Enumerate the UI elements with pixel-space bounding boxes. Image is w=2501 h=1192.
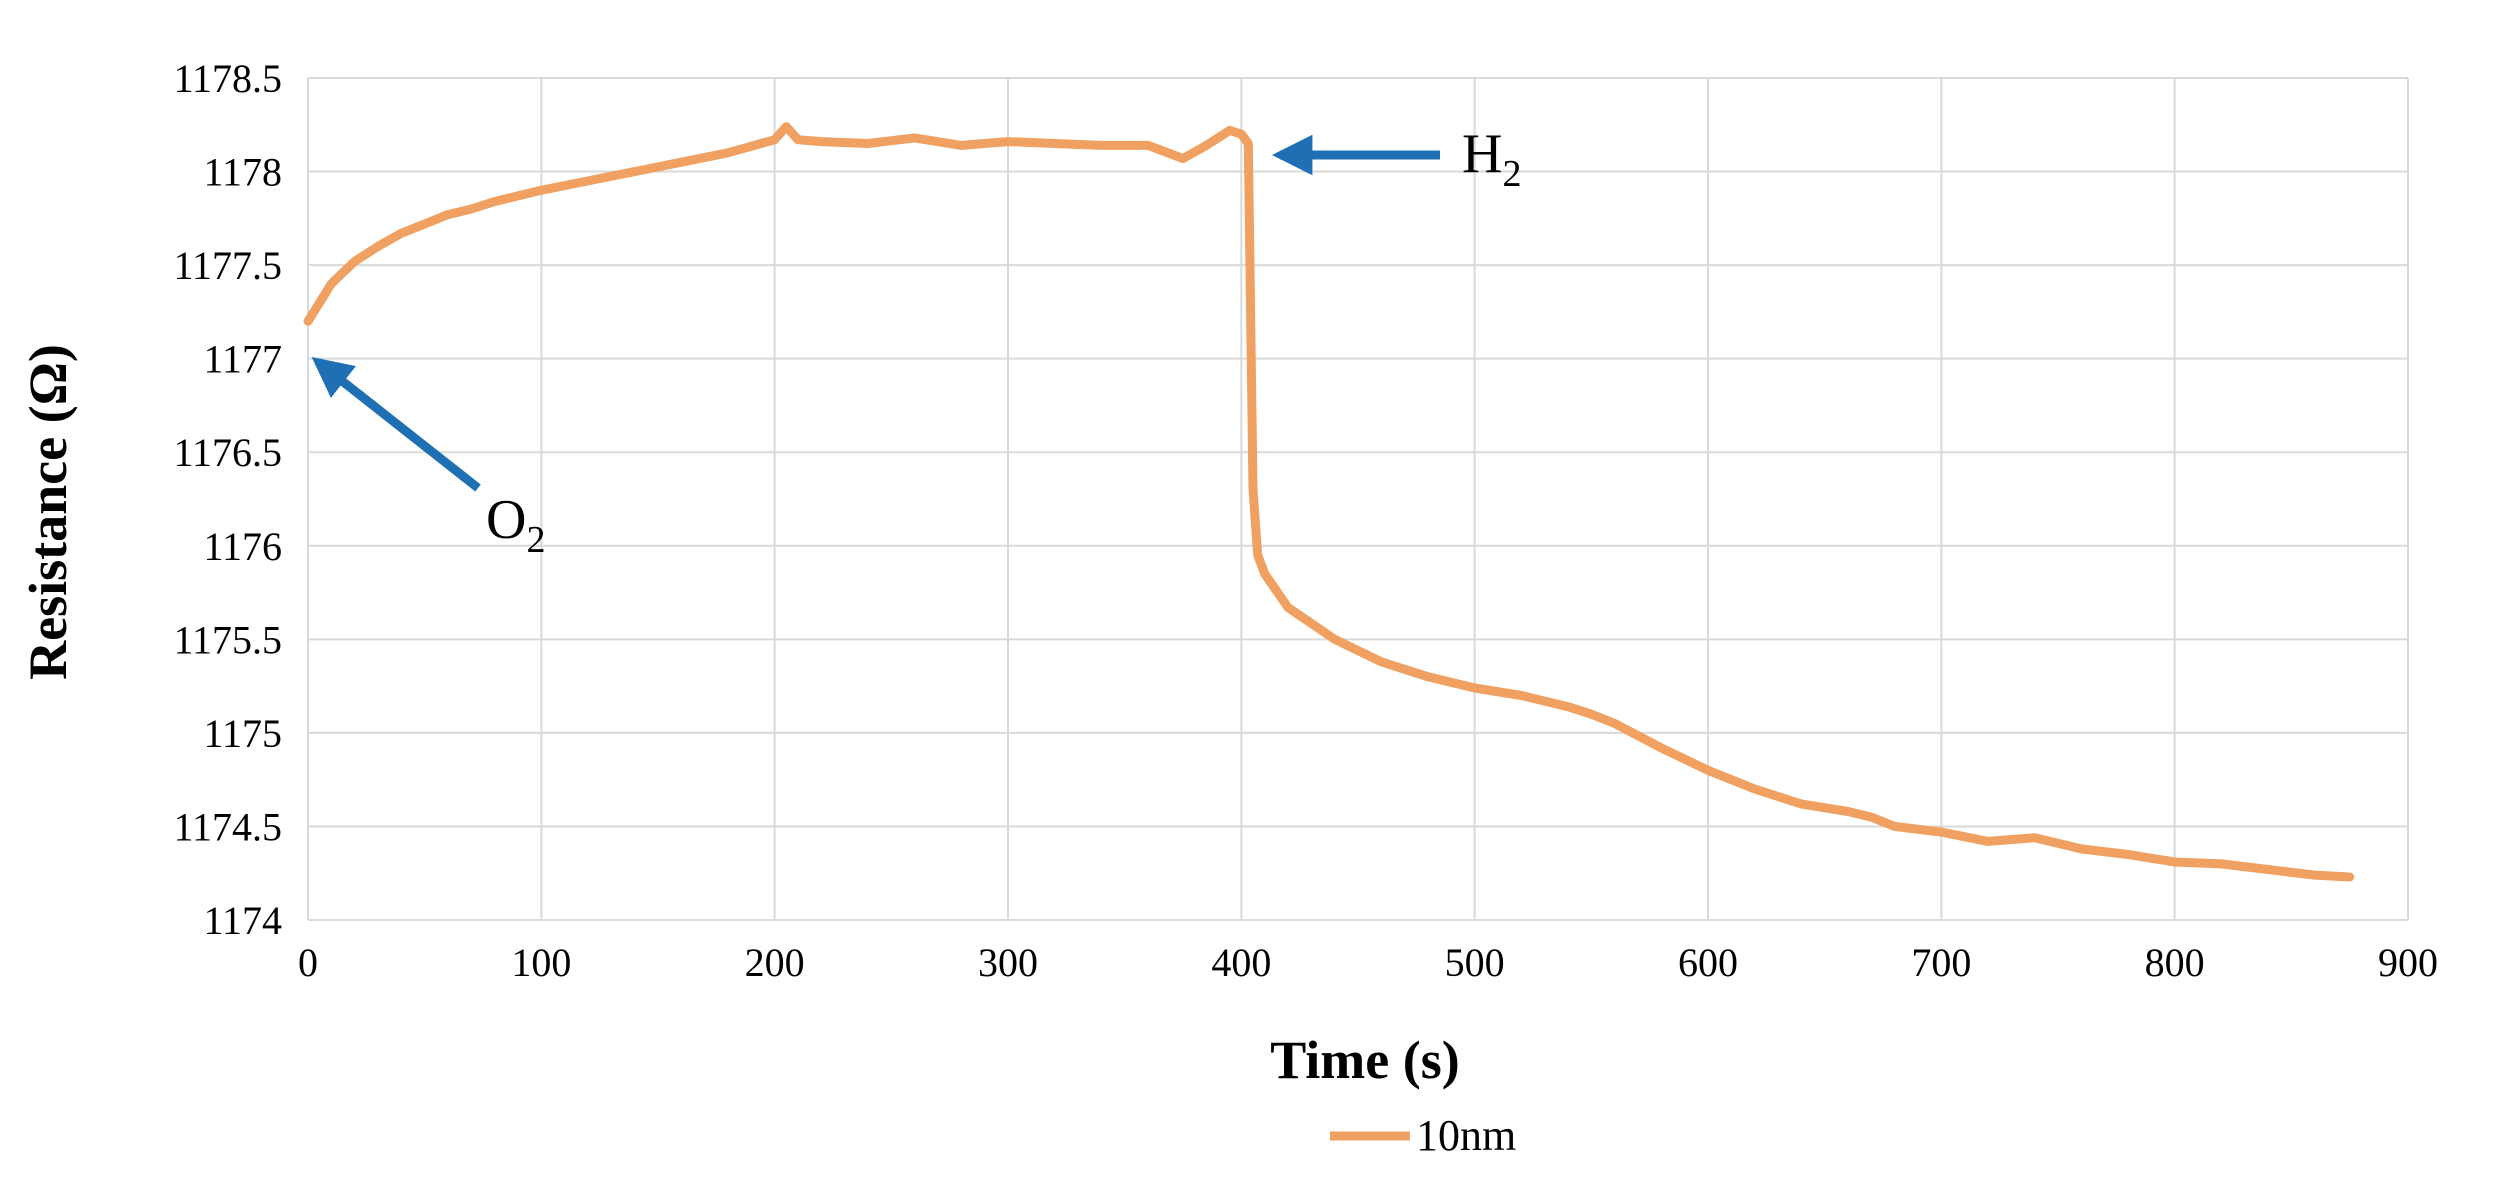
y-tick-label: 1177 [203,337,282,382]
y-tick-label: 1178 [203,150,282,195]
x-tick-label: 600 [1678,940,1738,985]
o2-label: O2 [486,489,545,561]
legend-label: 10nm [1416,1111,1516,1160]
x-tick-label: 800 [2145,940,2205,985]
series-line-0 [303,122,2355,882]
x-tick-label: 200 [745,940,805,985]
x-tick-label: 100 [511,940,571,985]
legend: 10nm [1330,1111,1516,1160]
y-tick-label: 1177.5 [173,243,282,288]
series-group [303,122,2355,882]
x-axis-title: Time (s) [1270,1030,1459,1090]
x-tick-label: 500 [1445,940,1505,985]
y-tick-labels: 1174 1174.5 1175 1175.5 1176 1176.5 1177 1177.5… [173,56,282,943]
y-tick-label: 1176.5 [173,430,282,475]
x-tick-label: 700 [1911,940,1971,985]
y-tick-label: 1174 [203,898,282,943]
x-tick-labels: 0 100 200 300 400 500 600 700 800 900 [298,940,2438,985]
x-tick-label: 400 [1211,940,1271,985]
grid-lines [307,77,2409,921]
y-tick-label: 1175.5 [173,617,282,662]
y-axis-title: Resistance (Ω) [18,344,78,680]
x-tick-label: 300 [978,940,1038,985]
x-tick-label: 0 [298,940,318,985]
h2-label: H2 [1462,123,1521,195]
y-tick-label: 1175 [203,711,282,756]
y-tick-label: 1178.5 [173,56,282,101]
y-tick-label: 1176 [203,524,282,569]
x-tick-label: 900 [2378,940,2438,985]
o2-arrow [311,356,481,492]
y-tick-label: 1174.5 [173,804,282,849]
